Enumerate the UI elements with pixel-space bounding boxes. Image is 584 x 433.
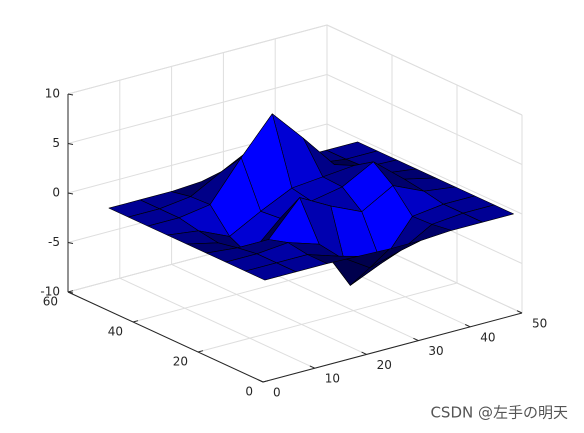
grid-line	[67, 74, 328, 144]
grid-line	[326, 123, 523, 215]
surface-face	[245, 262, 297, 281]
z-tick	[67, 242, 74, 244]
watermark: CSDN @左手の明天	[430, 404, 568, 422]
grid-line	[171, 263, 367, 355]
z-tick-label: 10	[45, 87, 60, 101]
x-tick-label: 40	[480, 330, 495, 344]
z-tick	[67, 93, 74, 96]
y-tick-label: 20	[173, 355, 188, 369]
y-tick	[262, 380, 269, 383]
z-tick-label: -5	[48, 235, 60, 249]
x-tick-label: 30	[428, 344, 443, 358]
x-tick-label: 50	[532, 317, 547, 331]
x-tick	[361, 351, 367, 355]
x-tick	[413, 337, 419, 342]
z-tick-label: 5	[52, 136, 60, 150]
z-tick-label: -10	[40, 285, 60, 299]
grid-line	[67, 24, 328, 95]
y-tick-label: 40	[108, 325, 123, 339]
x-tick	[464, 324, 471, 328]
grid-line	[326, 24, 523, 116]
x-tick-label: 20	[377, 358, 392, 372]
z-tick	[67, 143, 74, 145]
x-tick	[516, 310, 523, 314]
x-axis	[262, 312, 523, 383]
x-tick-label: 0	[273, 386, 281, 400]
grid-line	[326, 74, 523, 165]
x-tick	[257, 379, 264, 383]
z-tick-label: 0	[52, 186, 60, 200]
y-tick	[132, 320, 139, 323]
y-tick	[197, 350, 204, 353]
grid-line	[197, 282, 458, 353]
grid-line	[119, 277, 316, 369]
z-tick	[67, 192, 74, 195]
x-tick-label: 10	[325, 372, 340, 386]
y-tick-label: 0	[245, 385, 253, 399]
y-axis	[67, 291, 264, 383]
y-tick	[67, 290, 74, 293]
y-tick-label: 60	[43, 295, 58, 309]
x-tick	[309, 365, 316, 369]
